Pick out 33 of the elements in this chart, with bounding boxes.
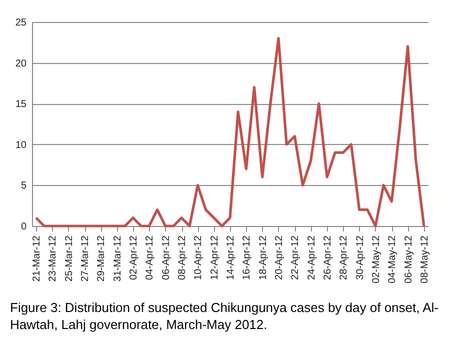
x-tick-label: 06-Apr-12 [160, 235, 172, 280]
x-tick-label: 25-Mar-12 [64, 235, 75, 282]
x-tick-label: 16-Apr-12 [242, 235, 253, 280]
y-tick-label: 15 [15, 99, 27, 110]
x-tick-label: 12-Apr-12 [209, 235, 220, 280]
line-series [34, 37, 426, 228]
y-tick-label: 5 [20, 180, 27, 192]
x-tick-label: 27-Mar-12 [80, 235, 92, 282]
x-tick-label: 14-Apr-12 [226, 235, 236, 280]
x-tick-label: 06-May-12 [403, 235, 414, 284]
x-tick-label: 24-Apr-12 [306, 235, 318, 280]
x-tick-label: 18-Apr-12 [258, 235, 269, 280]
x-tick-label: 10-Apr-12 [193, 235, 204, 280]
y-tick-label: 25 [15, 18, 27, 28]
x-tick-label: 30-Apr-12 [354, 235, 366, 280]
x-tick-label: 08-Apr-12 [177, 235, 188, 280]
x-tick-label: 28-Apr-12 [338, 235, 350, 280]
x-tick-label: 04-May-12 [387, 235, 398, 284]
x-tick-label: 08-May-12 [419, 235, 430, 284]
x-tick-label: 21-Mar-12 [32, 235, 43, 282]
x-tick-label: 29-Mar-12 [96, 235, 108, 282]
x-tick-label: 23-Mar-12 [48, 235, 59, 282]
y-tick-label: 10 [15, 140, 27, 151]
y-tick-label: 0 [20, 222, 27, 232]
x-tick-label: 20-Apr-12 [274, 235, 285, 280]
x-tick-label: 02-Apr-12 [128, 235, 140, 280]
x-tick-label: 31-Mar-12 [112, 235, 124, 282]
x-tick-label: 02-May-12 [370, 235, 382, 284]
x-tick-label: 04-Apr-12 [144, 235, 156, 280]
x-tick-label: 26-Apr-12 [322, 235, 334, 280]
y-tick-label: 20 [15, 58, 27, 70]
caption: Figure 3: Distribution of suspected Chikungunya cases by day of onset, Al-Hawtah, Lahj governorate, March-May 2012. [10, 300, 440, 334]
x-tick-label: 22-Apr-12 [290, 235, 302, 280]
